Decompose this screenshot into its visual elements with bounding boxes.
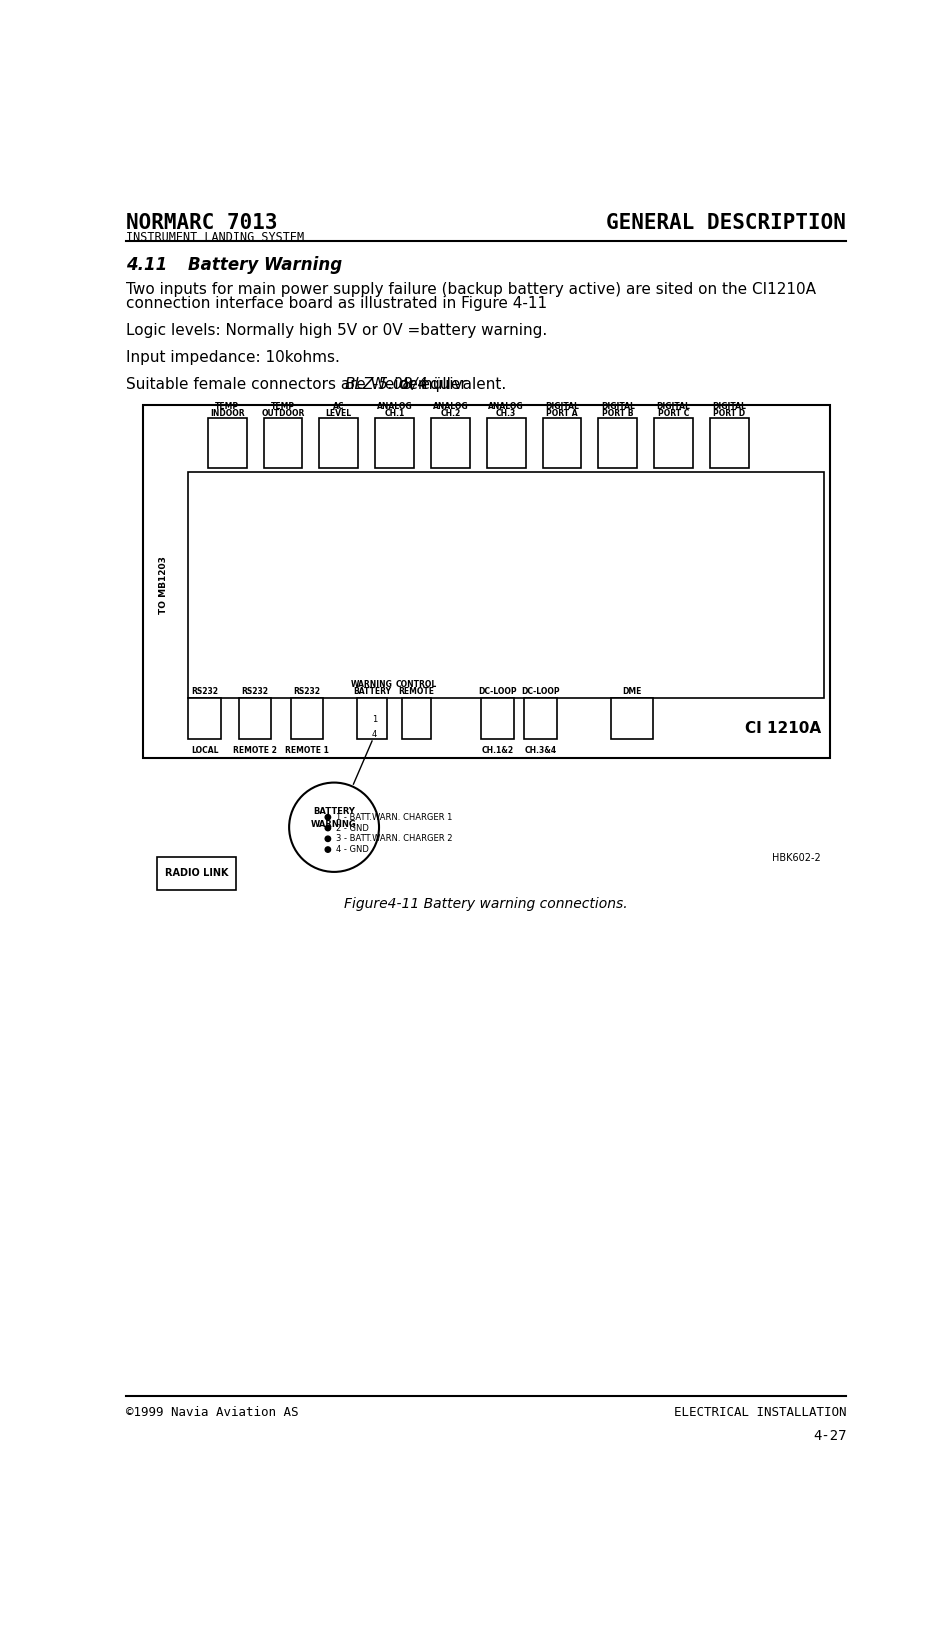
Bar (401, 698, 431, 739)
Text: DIGITAL: DIGITAL (601, 403, 635, 411)
Text: CH.3&4: CH.3&4 (524, 746, 556, 754)
Text: NORMARC 7013: NORMARC 7013 (126, 212, 278, 233)
Circle shape (326, 836, 330, 842)
Bar (264, 418, 303, 468)
Text: Figure4-11 Battery warning connections.: Figure4-11 Battery warning connections. (344, 896, 628, 911)
Text: OUTDOOR: OUTDOOR (261, 410, 305, 418)
Text: Two inputs for main power supply failure (backup battery active) are sited on th: Two inputs for main power supply failure… (126, 282, 816, 297)
Circle shape (326, 826, 330, 831)
Text: 2 - GND: 2 - GND (336, 824, 368, 832)
Text: INSTRUMENT LANDING SYSTEM: INSTRUMENT LANDING SYSTEM (126, 232, 305, 245)
Text: CH.1&2: CH.1&2 (481, 746, 513, 754)
Text: GENERAL DESCRIPTION: GENERAL DESCRIPTION (606, 212, 847, 233)
Bar (188, 472, 824, 698)
Bar (158, 857, 236, 891)
Circle shape (326, 814, 330, 819)
Text: 4-27: 4-27 (813, 1430, 847, 1443)
Text: BATTERY: BATTERY (353, 687, 391, 697)
Text: LEVEL: LEVEL (326, 410, 352, 418)
Text: 3 - BATT.WARN. CHARGER 2: 3 - BATT.WARN. CHARGER 2 (336, 834, 452, 844)
Text: 4.11: 4.11 (126, 256, 168, 274)
Text: 1: 1 (372, 715, 377, 725)
Text: ELECTRICAL INSTALLATION: ELECTRICAL INSTALLATION (674, 1407, 847, 1420)
Bar (611, 698, 653, 739)
Text: 4: 4 (372, 731, 377, 739)
Text: INDOOR: INDOOR (210, 410, 245, 418)
Bar (431, 418, 470, 468)
Text: CH.2: CH.2 (440, 410, 460, 418)
Text: PORT C: PORT C (658, 410, 689, 418)
Text: 4 - GND: 4 - GND (336, 845, 368, 854)
Text: TO MB1203: TO MB1203 (159, 557, 168, 614)
Text: DIGITAL: DIGITAL (657, 403, 691, 411)
Bar (143, 405, 830, 757)
Text: REMOTE 1: REMOTE 1 (285, 746, 329, 754)
Bar (654, 418, 693, 468)
Bar (487, 418, 526, 468)
Text: PORT D: PORT D (714, 410, 745, 418)
Text: RS232: RS232 (191, 687, 218, 697)
Text: TEMP: TEMP (270, 403, 295, 411)
Bar (320, 418, 358, 468)
Text: REMOTE: REMOTE (399, 687, 435, 697)
Text: AC: AC (333, 403, 344, 411)
Text: 1 - BATT.WARN. CHARGER 1: 1 - BATT.WARN. CHARGER 1 (336, 813, 452, 823)
Circle shape (326, 847, 330, 852)
Text: DIGITAL: DIGITAL (545, 403, 579, 411)
Bar (710, 418, 749, 468)
Text: REMOTE 2: REMOTE 2 (233, 746, 277, 754)
Text: WARNING: WARNING (351, 681, 393, 689)
Text: DIGITAL: DIGITAL (713, 403, 746, 411)
Text: DC-LOOP: DC-LOOP (521, 687, 560, 697)
Bar (290, 698, 324, 739)
Bar (599, 418, 637, 468)
Text: Input impedance: 10kohms.: Input impedance: 10kohms. (126, 349, 341, 366)
Text: DME: DME (623, 687, 642, 697)
Text: ANALOG: ANALOG (433, 403, 468, 411)
Bar (239, 698, 271, 739)
Text: BATTERY
WARNING: BATTERY WARNING (311, 808, 357, 829)
Text: connection interface board as illustrated in Figure 4-11: connection interface board as illustrate… (126, 295, 548, 312)
Text: Battery Warning: Battery Warning (188, 256, 343, 274)
Text: CI 1210A: CI 1210A (745, 721, 821, 736)
Bar (208, 418, 247, 468)
Text: DC-LOOP: DC-LOOP (478, 687, 517, 697)
Bar (358, 698, 387, 739)
Text: PORT B: PORT B (602, 410, 634, 418)
Text: or equivalent.: or equivalent. (396, 377, 507, 392)
Text: BLZ-5.08/4: BLZ-5.08/4 (344, 377, 428, 392)
Text: TEMP: TEMP (215, 403, 239, 411)
Bar (375, 418, 414, 468)
Bar (543, 418, 582, 468)
Text: Logic levels: Normally high 5V or 0V =battery warning.: Logic levels: Normally high 5V or 0V =ba… (126, 323, 548, 338)
Text: RS232: RS232 (293, 687, 321, 697)
Circle shape (289, 783, 379, 871)
Text: ©1999 Navia Aviation AS: ©1999 Navia Aviation AS (126, 1407, 299, 1420)
Text: Suitable female connectors are Weidemüller: Suitable female connectors are Weidemüll… (126, 377, 472, 392)
Text: RS232: RS232 (242, 687, 269, 697)
Text: CH.1: CH.1 (384, 410, 404, 418)
Text: PORT A: PORT A (546, 410, 578, 418)
Text: RADIO LINK: RADIO LINK (165, 868, 229, 878)
Bar (524, 698, 556, 739)
Text: ANALOG: ANALOG (377, 403, 412, 411)
Bar (481, 698, 513, 739)
Text: HBK602-2: HBK602-2 (772, 854, 821, 863)
Text: CONTROL: CONTROL (396, 681, 437, 689)
Bar (188, 698, 221, 739)
Text: CH.3: CH.3 (496, 410, 516, 418)
Text: LOCAL: LOCAL (191, 746, 218, 754)
Text: ANALOG: ANALOG (489, 403, 524, 411)
